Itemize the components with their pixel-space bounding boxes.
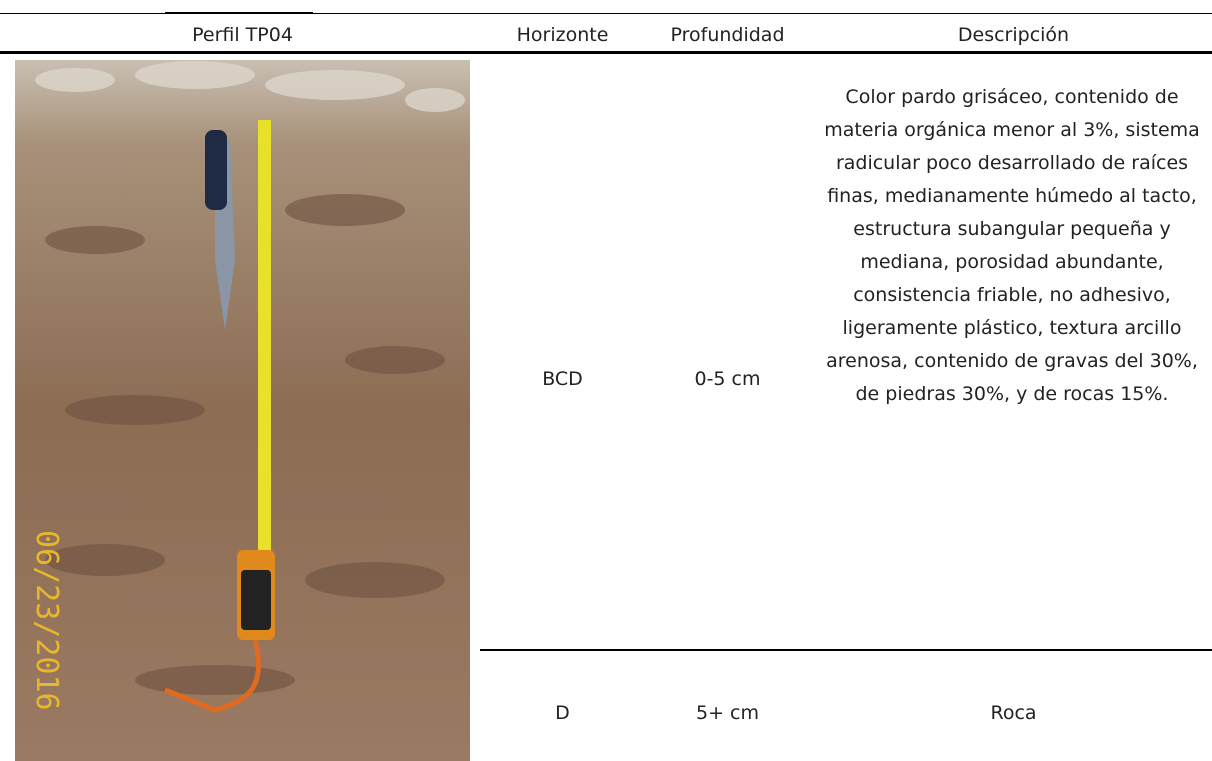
header-profile: Perfil TP04 — [192, 24, 293, 46]
header-horizon: Horizonte — [516, 24, 609, 46]
row-depth: 0-5 cm — [694, 368, 761, 390]
header-description: Descripción — [957, 24, 1070, 46]
header-depth: Profundidad — [670, 24, 785, 46]
row-rule — [480, 649, 1212, 651]
row-description: Roca — [990, 702, 1037, 724]
row-description: Color pardo grisáceo, contenido de mater… — [824, 86, 1200, 405]
row-horizon: BCD — [542, 368, 583, 390]
header-rule — [0, 51, 1212, 54]
date-stamp: 06/23/2016 — [29, 530, 64, 711]
soil-photo: 06/23/2016 — [15, 60, 470, 761]
row-depth: 5+ cm — [695, 702, 759, 724]
top-rule-accent — [165, 12, 313, 14]
row-horizon: D — [555, 702, 570, 724]
top-rule — [0, 13, 1212, 14]
